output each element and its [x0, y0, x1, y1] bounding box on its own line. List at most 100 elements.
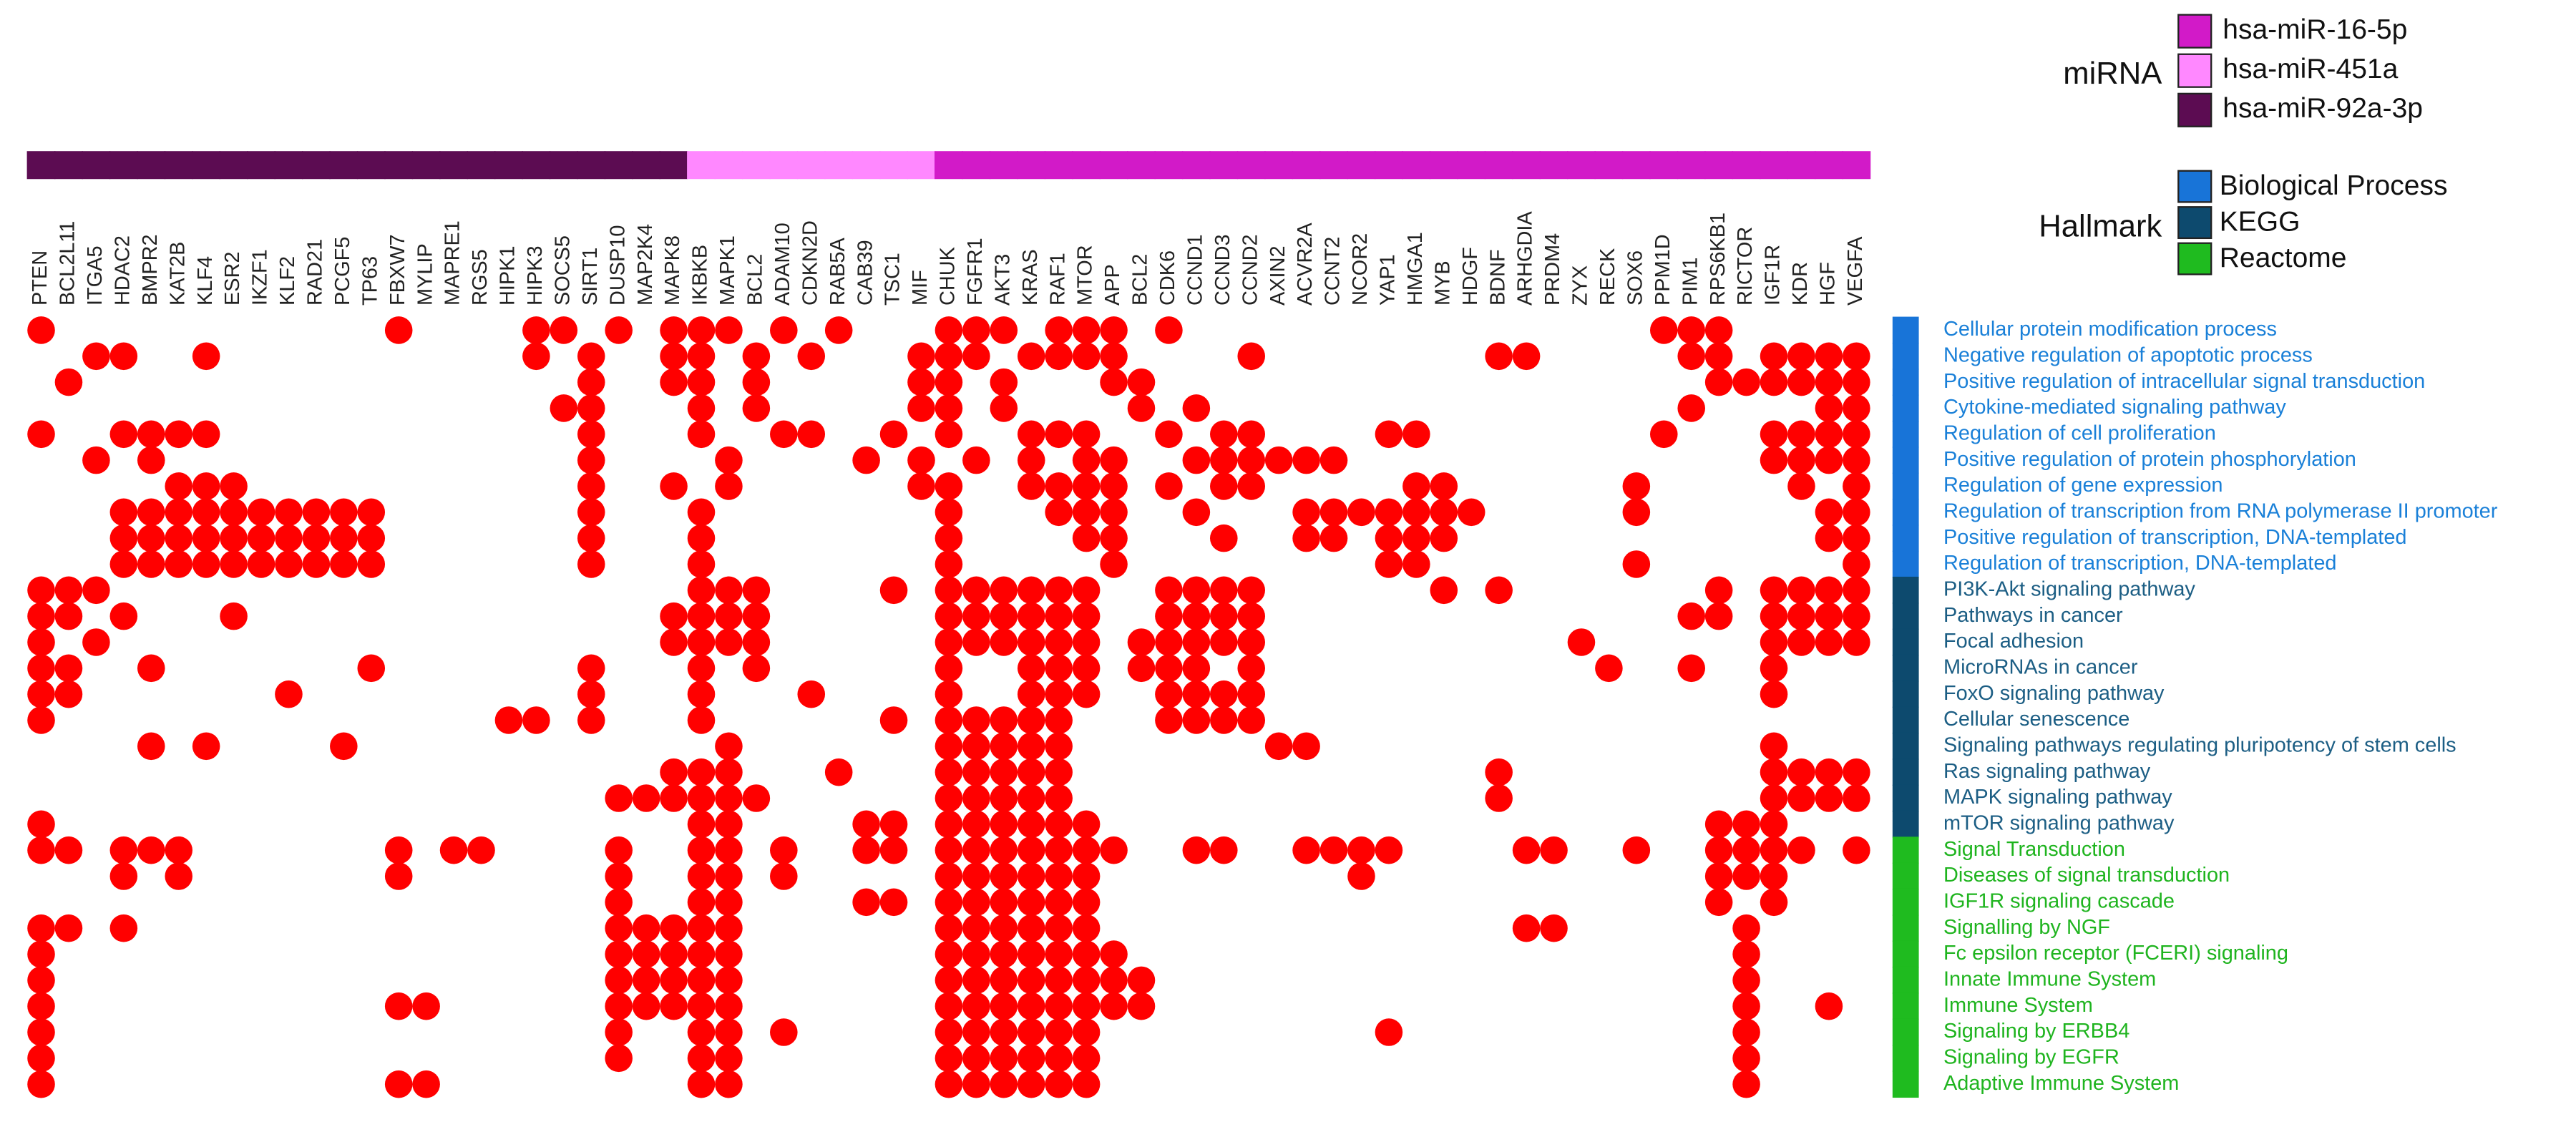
annotation-cell	[384, 151, 414, 180]
row-label: Pathways in cancer	[1943, 604, 2123, 627]
legend-label: hsa-miR-451a	[2223, 54, 2398, 84]
dot	[1045, 992, 1073, 1020]
dot	[1072, 1070, 1101, 1098]
dot	[1100, 472, 1128, 500]
annotation-cell	[274, 151, 303, 180]
dot	[962, 758, 990, 786]
dot	[687, 316, 716, 344]
dot	[302, 550, 331, 578]
dot	[137, 654, 165, 683]
dot	[990, 758, 1018, 786]
column-label: PCGF5	[331, 237, 354, 306]
annotation-cell	[1127, 151, 1156, 180]
annotation-cell	[1264, 151, 1294, 180]
column-label: DUSP10	[606, 225, 629, 306]
annotation-cell	[219, 151, 248, 180]
column-label: RECK	[1596, 248, 1619, 306]
dot	[687, 550, 716, 578]
annotation-cell	[1375, 151, 1403, 180]
dot	[165, 550, 192, 578]
dot	[990, 810, 1018, 839]
dot	[990, 602, 1018, 630]
dot	[962, 888, 990, 917]
dot	[1815, 368, 1843, 396]
dot	[439, 836, 468, 864]
dot	[1237, 420, 1266, 449]
dot	[1375, 420, 1403, 449]
dot	[715, 1070, 743, 1098]
legend-label: KEGG	[2220, 207, 2301, 238]
dot	[109, 836, 138, 864]
dot	[962, 914, 990, 942]
dot	[1843, 420, 1870, 449]
dot	[935, 888, 963, 917]
dot	[1210, 602, 1238, 630]
column-label: RAD21	[304, 239, 327, 306]
dot	[1072, 940, 1101, 968]
dot	[27, 1070, 55, 1098]
row-label: FoxO signaling pathway	[1943, 682, 2165, 705]
dot	[1402, 550, 1430, 578]
dot	[54, 602, 83, 630]
annotation-cell	[522, 151, 551, 180]
dot	[1017, 758, 1045, 786]
dot	[1072, 992, 1101, 1020]
dot	[1815, 446, 1843, 474]
dot	[1210, 680, 1238, 708]
dot	[1732, 810, 1760, 839]
dot	[935, 602, 963, 630]
dot	[27, 680, 55, 708]
dot	[1182, 576, 1211, 605]
dot	[1430, 576, 1458, 605]
dot	[1402, 472, 1430, 500]
dot	[742, 368, 771, 396]
dot	[990, 862, 1018, 890]
dot	[27, 940, 55, 968]
annotation-cell	[577, 151, 606, 180]
dot	[660, 784, 688, 812]
dot	[879, 706, 908, 734]
dot	[1787, 342, 1815, 371]
dot	[577, 394, 605, 422]
dot	[330, 498, 358, 527]
dot	[192, 550, 220, 578]
dot	[82, 576, 110, 605]
annotation-cell	[1892, 316, 1919, 344]
dot	[1815, 420, 1843, 449]
dot	[1045, 498, 1073, 527]
annotation-cell	[1677, 151, 1706, 180]
dot	[770, 862, 798, 890]
dot	[715, 446, 743, 474]
dot	[879, 576, 908, 605]
dot	[935, 342, 963, 371]
column-label: BDNF	[1486, 249, 1509, 306]
dot	[1622, 498, 1651, 527]
row-label: Regulation of transcription, DNA-templat…	[1943, 552, 2337, 575]
dot	[220, 550, 248, 578]
column-label: ACVR2A	[1294, 223, 1317, 306]
dot	[27, 628, 55, 656]
dot	[1237, 342, 1266, 371]
dot	[1017, 342, 1045, 371]
annotation-cell	[1319, 151, 1348, 180]
dot	[660, 992, 688, 1020]
dot	[935, 706, 963, 734]
dot	[1704, 836, 1733, 864]
dot	[1045, 836, 1073, 864]
dot	[1045, 472, 1073, 500]
dot	[1182, 602, 1211, 630]
row-label: Diseases of signal transduction	[1943, 864, 2230, 887]
column-label: ARHGDIA	[1514, 211, 1537, 306]
annotation-cell	[137, 151, 166, 180]
dot	[1045, 940, 1073, 968]
dot	[1485, 342, 1513, 371]
dot	[1485, 758, 1513, 786]
annotation-cell	[989, 151, 1018, 180]
dot	[275, 498, 303, 527]
column-label: CDK6	[1156, 250, 1179, 306]
dot	[577, 472, 605, 500]
dot	[1127, 992, 1156, 1020]
dot	[632, 940, 660, 968]
dot	[935, 810, 963, 839]
dot	[1182, 394, 1211, 422]
